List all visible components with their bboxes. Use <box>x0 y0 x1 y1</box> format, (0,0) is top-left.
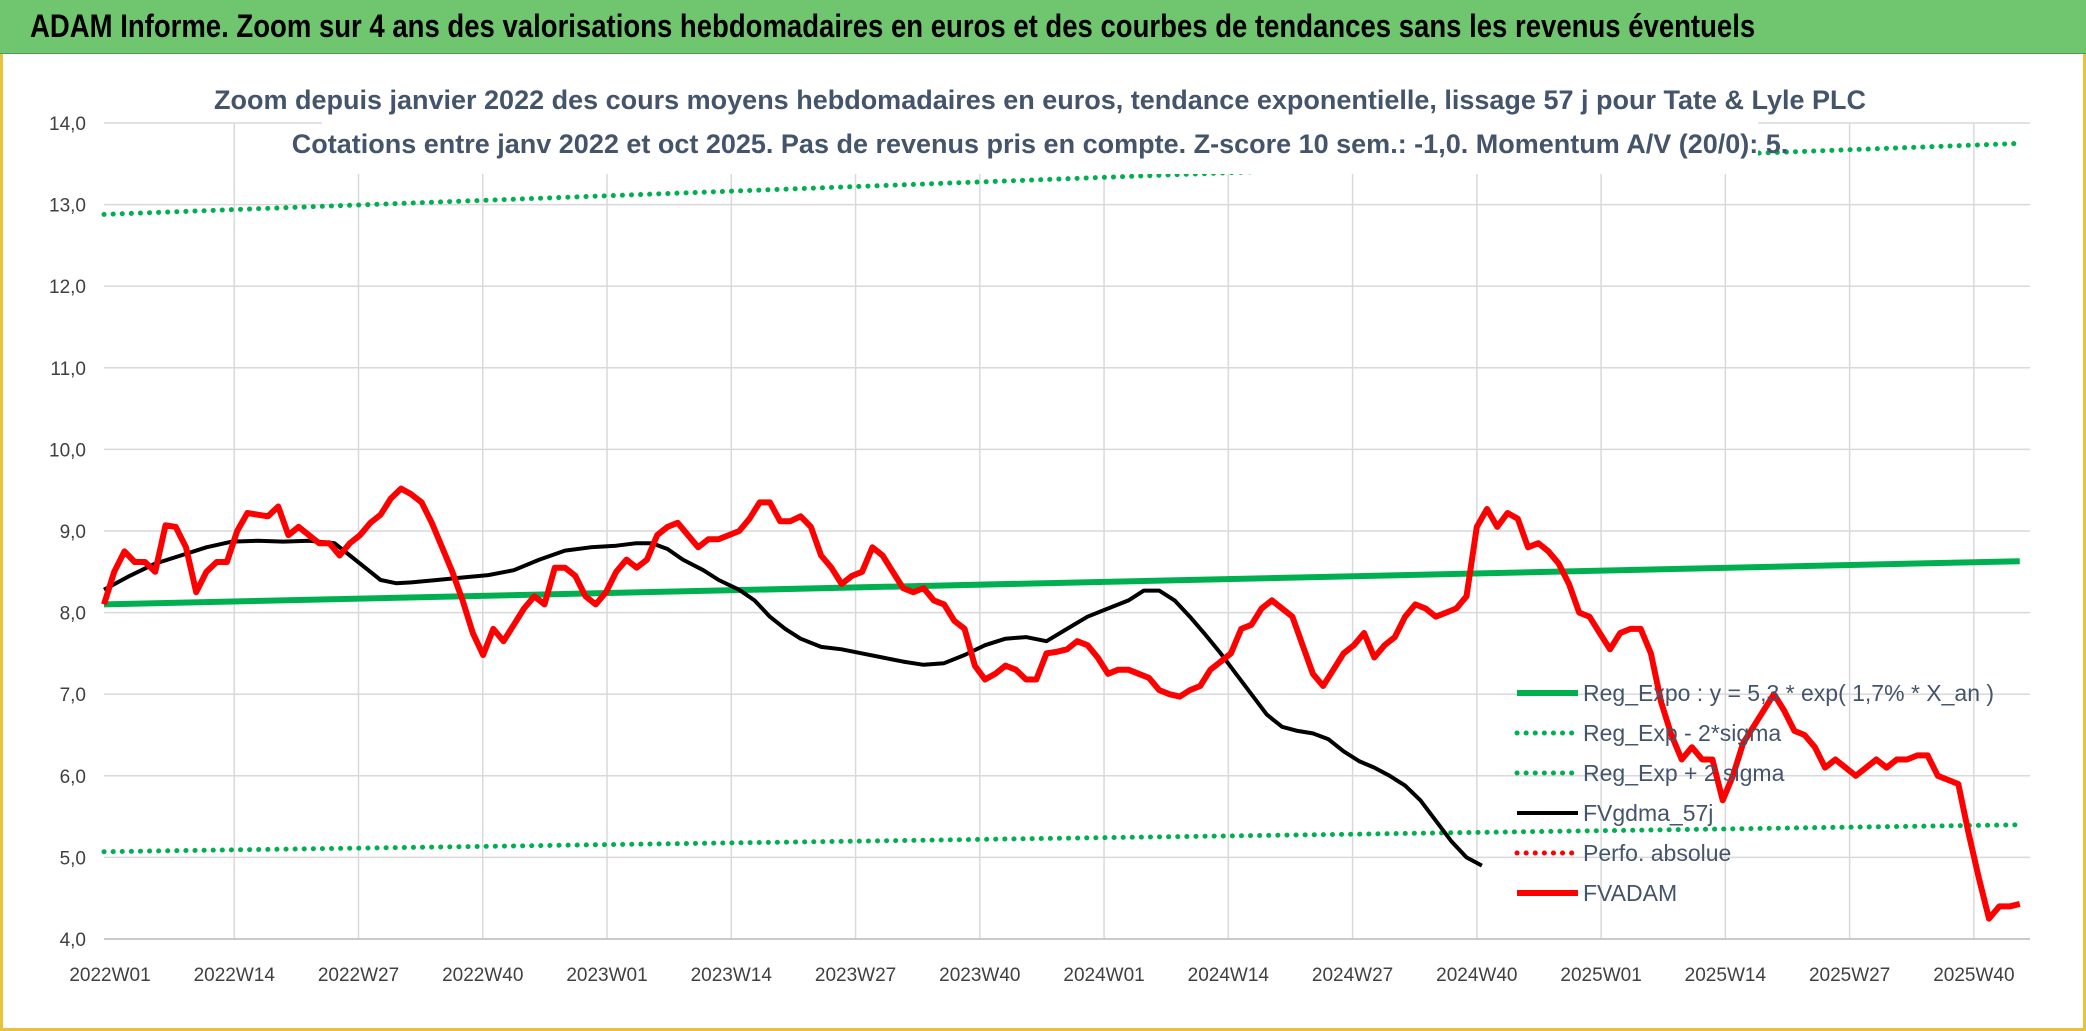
x-tick-label: 2023W14 <box>691 965 773 986</box>
series-fvadam <box>101 485 2021 922</box>
legend-label: Reg_Expo : y = 5,3 * exp( 1,7% * X_an ) <box>1583 680 1994 706</box>
frame-left-border <box>0 54 3 1031</box>
y-tick-label: 11,0 <box>50 359 86 380</box>
chart-grid <box>104 122 2030 940</box>
chart-title-background <box>322 78 1758 174</box>
x-tick-label: 2025W01 <box>1560 965 1641 986</box>
x-tick-label: 2024W14 <box>1188 965 1270 986</box>
x-tick-label: 2022W01 <box>69 965 150 986</box>
x-tick-label: 2023W40 <box>939 965 1020 986</box>
series-reg-exp-minus-2sigma <box>101 822 2023 855</box>
series-reg-exp-plus-2sigma <box>101 140 2023 217</box>
legend-label: Perfo. absolue <box>1583 840 1731 866</box>
chart-title-line-2: Cotations entre janv 2022 et oct 2025. P… <box>292 129 1789 159</box>
chart-legend: Reg_Expo : y = 5,3 * exp( 1,7% * X_an ) R… <box>1514 680 1994 906</box>
x-tick-label: 2023W27 <box>815 965 896 986</box>
y-tick-label: 5,0 <box>60 848 86 869</box>
x-tick-label: 2022W14 <box>194 965 276 986</box>
y-tick-label: 4,0 <box>60 930 86 951</box>
chart-series-layer <box>101 140 2023 922</box>
series-fvgdma-57j <box>103 538 1483 868</box>
chart-title-line-1: Zoom depuis janvier 2022 des cours moyen… <box>214 85 1866 115</box>
y-tick-label: 7,0 <box>60 685 86 706</box>
x-tick-label: 2025W40 <box>1933 965 2014 986</box>
report-banner-title: ADAM Informe. Zoom sur 4 ans des valoris… <box>30 8 1756 44</box>
x-tick-label: 2024W27 <box>1312 965 1393 986</box>
chart-title-box: Zoom depuis janvier 2022 des cours moyen… <box>214 78 1866 174</box>
y-tick-label: 8,0 <box>60 604 86 625</box>
x-tick-label: 2025W27 <box>1809 965 1890 986</box>
y-tick-label: 14,0 <box>49 114 86 135</box>
x-tick-label: 2025W14 <box>1685 965 1767 986</box>
y-tick-label: 9,0 <box>60 522 86 543</box>
series-reg-expo <box>103 558 2020 608</box>
legend-label: Reg_Exp - 2*sigma <box>1583 720 1781 746</box>
x-axis-ticks: 2022W01 2022W14 2022W27 2022W40 2023W01 2023W… <box>69 965 2014 986</box>
y-tick-label: 10,0 <box>49 440 86 461</box>
x-tick-label: 2024W01 <box>1063 965 1144 986</box>
y-axis-ticks: 4,0 5,0 6,0 7,0 8,0 9,0 10,0 11,0 12,0 13,0 14,0 <box>49 114 86 951</box>
legend-label: FVgdma_57j <box>1583 800 1713 826</box>
y-tick-label: 12,0 <box>49 277 86 298</box>
frame-bottom-border <box>0 1028 2086 1031</box>
legend-label: Reg_Exp + 2 sigma <box>1583 760 1785 786</box>
x-tick-label: 2023W01 <box>566 965 647 986</box>
legend-label: FVADAM <box>1583 880 1677 906</box>
y-tick-label: 13,0 <box>49 196 86 217</box>
x-tick-label: 2022W40 <box>442 965 523 986</box>
frame-right-border <box>2083 54 2086 1031</box>
x-tick-label: 2022W27 <box>318 965 399 986</box>
report-banner: ADAM Informe. Zoom sur 4 ans des valoris… <box>0 0 2086 54</box>
x-tick-label: 2024W40 <box>1436 965 1517 986</box>
y-tick-label: 6,0 <box>60 767 86 788</box>
